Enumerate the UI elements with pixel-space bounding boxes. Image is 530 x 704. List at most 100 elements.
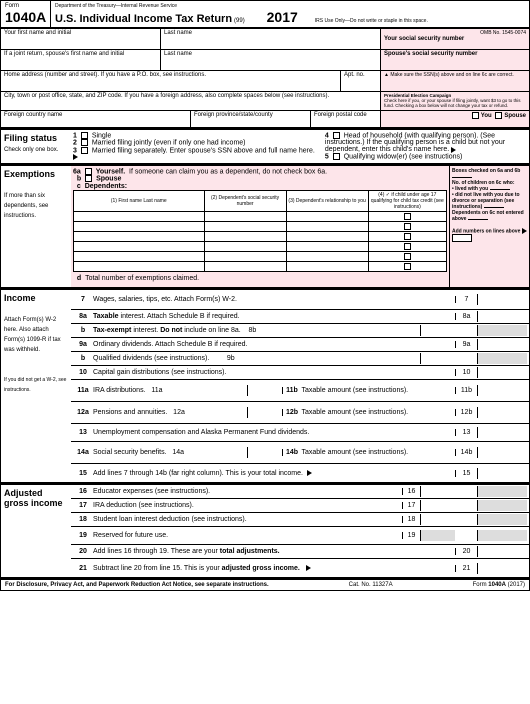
form-footer: For Disclosure, Privacy Act, and Paperwo… xyxy=(1,579,529,590)
line-14: 14aSocial security benefits. 14a 14bTaxa… xyxy=(71,442,529,464)
name-row: Your first name and initial Last name OM… xyxy=(1,29,529,50)
irs-use: IRS Use Only—Do not write or staple in t… xyxy=(315,18,428,24)
side5: Dependents on 6c not entered above xyxy=(452,210,527,222)
ck-mfj[interactable] xyxy=(81,139,88,146)
line-13: 13Unemployment compensation and Alaska P… xyxy=(71,424,529,442)
agi-label-text: Adjusted gross income xyxy=(4,488,63,508)
dep-ck[interactable] xyxy=(404,213,411,220)
filing-opt2: 2 Married filing jointly (even if only o… xyxy=(73,139,321,146)
amt-15[interactable] xyxy=(477,468,527,479)
income-label: Income Attach Form(s) W-2 here. Also att… xyxy=(1,290,71,482)
filing-opt4: 4 Head of household (with qualifying per… xyxy=(325,132,527,153)
dep-row[interactable] xyxy=(74,211,447,221)
dep-col4: (4) ✓ if child under age 17 qualifying f… xyxy=(368,190,446,211)
foreign-country[interactable]: Foreign country name xyxy=(1,111,191,127)
city-field[interactable]: City, town or post office, state, and ZI… xyxy=(1,92,381,110)
first-name-field[interactable]: Your first name and initial xyxy=(1,29,161,49)
amt-21[interactable] xyxy=(477,563,527,574)
income-sub2: If you did not get a W-2, see instructio… xyxy=(4,377,66,393)
dep-row[interactable] xyxy=(74,262,447,272)
agi-label: Adjusted gross income xyxy=(1,485,71,577)
dep-ck[interactable] xyxy=(404,233,411,240)
ssn-note: ▲ Make sure the SSN(s) above and on line… xyxy=(381,71,529,91)
amt-14a[interactable] xyxy=(247,447,282,458)
ck-yourself[interactable] xyxy=(85,168,92,175)
line-6b: b Spouse xyxy=(73,175,447,182)
address-field[interactable]: Home address (number and street). If you… xyxy=(1,71,341,91)
exemptions-sub: If more than six dependents, see instruc… xyxy=(4,193,48,219)
ck-hoh[interactable] xyxy=(333,132,340,139)
amt-20[interactable] xyxy=(477,546,527,557)
ck-single[interactable] xyxy=(81,132,88,139)
exemptions-label: Exemptions If more than six dependents, … xyxy=(1,166,71,287)
form-1040a: Form 1040A Department of the Treasury—In… xyxy=(0,0,530,591)
form-title: U.S. Individual Income Tax Return xyxy=(55,13,232,25)
amt-14b[interactable] xyxy=(477,447,527,458)
amt-11a[interactable] xyxy=(247,385,282,396)
line-18: 18Student loan interest deduction (see i… xyxy=(71,513,529,527)
exemptions-body: 6a Yourself. If someone can claim you as… xyxy=(71,166,529,287)
spouse-last-field[interactable]: Last name xyxy=(161,50,381,70)
amt-8b[interactable] xyxy=(420,325,455,336)
apt-field[interactable]: Apt. no. xyxy=(341,71,381,91)
foreign-prov[interactable]: Foreign province/state/county xyxy=(191,111,311,127)
city-row: City, town or post office, state, and ZI… xyxy=(1,92,529,111)
amt-17[interactable] xyxy=(420,500,455,511)
side6: Add numbers on lines above xyxy=(452,228,527,244)
spouse-checkbox[interactable] xyxy=(495,112,502,119)
header-left: Form 1040A xyxy=(1,1,51,27)
cat-no: Cat. No. 11327A xyxy=(349,582,393,588)
amt-9a[interactable] xyxy=(477,339,527,350)
filing-opt1: 1 Single xyxy=(73,132,321,139)
dep-ck[interactable] xyxy=(404,253,411,260)
dep-ck[interactable] xyxy=(404,263,411,270)
ck-spouse[interactable] xyxy=(85,175,92,182)
line-20: 20Add lines 16 through 19. These are you… xyxy=(71,545,529,559)
dep-row[interactable] xyxy=(74,252,447,262)
dep-col3: (3) Dependent's relationship to you xyxy=(286,190,368,211)
income-body: 7Wages, salaries, tips, etc. Attach Form… xyxy=(71,290,529,482)
last-name-field[interactable]: Last name xyxy=(161,29,381,49)
amt-12b[interactable] xyxy=(477,407,527,418)
dep-row[interactable] xyxy=(74,231,447,241)
spouse-label: Spouse xyxy=(504,113,526,119)
amt-12a[interactable] xyxy=(247,407,282,418)
dep-row[interactable] xyxy=(74,221,447,231)
amt-16[interactable] xyxy=(420,486,455,497)
filing-opt3: 3 Married filing separately. Enter spous… xyxy=(73,147,321,161)
ssn-label: Your social security number xyxy=(384,36,464,42)
dep-row[interactable] xyxy=(74,241,447,251)
you-spouse-checks: You Spouse xyxy=(381,111,529,127)
ck-mfs[interactable] xyxy=(81,147,88,154)
filing-left: 1 Single 2 Married filing jointly (even … xyxy=(71,130,323,163)
dep-ck[interactable] xyxy=(404,223,411,230)
foreign-post[interactable]: Foreign postal code xyxy=(311,111,381,127)
dep-ck[interactable] xyxy=(404,243,411,250)
title-suffix: (99) xyxy=(234,18,245,24)
spouse-first-field[interactable]: If a joint return, spouse's first name a… xyxy=(1,50,161,70)
filing-body: 1 Single 2 Married filing jointly (even … xyxy=(71,130,529,163)
amt-18[interactable] xyxy=(420,514,455,525)
income-label-text: Income xyxy=(4,293,36,303)
amt-8a[interactable] xyxy=(477,311,527,322)
amt-10[interactable] xyxy=(477,367,527,378)
filing-opt5: 5 Qualifying widow(er) (see instructions… xyxy=(325,153,527,160)
form-number: 1040A xyxy=(5,9,46,25)
amt-13[interactable] xyxy=(477,427,527,438)
you-checkbox[interactable] xyxy=(472,112,479,119)
form-ref: Form 1040A (2017) xyxy=(473,582,525,588)
ck-qw[interactable] xyxy=(333,153,340,160)
ssn-note-text: Make sure the SSN(s) above and on line 6… xyxy=(390,72,513,78)
header-middle: Department of the Treasury—Internal Reve… xyxy=(51,1,529,27)
line-7: 7Wages, salaries, tips, etc. Attach Form… xyxy=(71,290,529,310)
side4: • did not live with you due to divorce o… xyxy=(452,192,527,210)
dep-col1: (1) First name Last name xyxy=(74,190,205,211)
line-11: 11aIRA distributions. 11a 11bTaxable amo… xyxy=(71,380,529,402)
amt-11b[interactable] xyxy=(477,385,527,396)
arrow-icon xyxy=(451,147,456,153)
amt-9b[interactable] xyxy=(420,353,455,364)
arrow-icon xyxy=(73,154,78,160)
amt-7[interactable] xyxy=(477,294,527,305)
filing-label: Filing status Check only one box. xyxy=(1,130,71,163)
form-header: Form 1040A Department of the Treasury—In… xyxy=(1,1,529,29)
